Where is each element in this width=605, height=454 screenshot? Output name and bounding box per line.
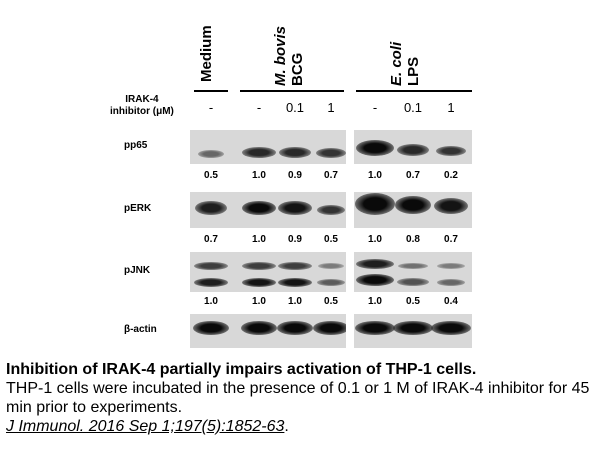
blot-panel — [354, 130, 472, 164]
blot-band — [278, 201, 312, 215]
inhibitor-label: IRAK-4 inhibitor (μM) — [110, 94, 174, 117]
band-intensity-value: 1.0 — [204, 296, 218, 307]
lane-label: - — [256, 100, 262, 115]
blot-band — [313, 321, 346, 335]
blot-band — [242, 146, 276, 158]
blot-band — [355, 321, 395, 335]
blot-panel — [190, 314, 346, 348]
band-intensity-value: 1.0 — [252, 234, 266, 245]
band-intensity-value: 0.5 — [324, 296, 338, 307]
blot-band — [356, 140, 394, 156]
lane-label: 0.1 — [403, 100, 423, 115]
blot-band — [278, 262, 312, 270]
lane-label: - — [372, 100, 378, 115]
blot-band — [397, 144, 429, 156]
band-intensity-value: 0.7 — [444, 234, 458, 245]
lps-underline — [356, 90, 472, 92]
blot-band — [437, 278, 465, 286]
medium-underline — [194, 90, 228, 92]
blot-band — [317, 278, 345, 286]
band-intensity-value: 0.5 — [406, 296, 420, 307]
blot-band — [194, 277, 228, 287]
band-intensity-value: 1.0 — [288, 296, 302, 307]
blot-band — [279, 146, 311, 158]
header-lps: E. coli LPS — [388, 41, 422, 86]
blot-label: pJNK — [124, 265, 151, 276]
blot-band — [277, 321, 313, 335]
bcg-underline — [240, 90, 344, 92]
band-intensity-value: 1.0 — [368, 296, 382, 307]
band-intensity-value: 0.8 — [406, 234, 420, 245]
blot-band — [398, 263, 428, 269]
blot-panel — [190, 130, 346, 164]
blot-band — [193, 321, 229, 335]
blot-band — [242, 277, 276, 287]
blot-band — [242, 201, 276, 215]
blot-panel — [190, 252, 346, 292]
band-intensity-value: 0.9 — [288, 170, 302, 181]
blot-band — [278, 277, 312, 287]
band-intensity-value: 0.5 — [324, 234, 338, 245]
blot-band — [434, 198, 468, 214]
blot-band — [395, 196, 431, 214]
band-intensity-value: 1.0 — [252, 170, 266, 181]
blot-panel — [190, 192, 346, 228]
blot-band — [316, 148, 346, 158]
band-intensity-value: 0.7 — [324, 170, 338, 181]
lane-label: 1 — [327, 100, 335, 115]
blot-panel — [354, 192, 472, 228]
blot-band — [436, 146, 466, 156]
blot-band — [356, 259, 394, 269]
header-bcg: M. bovis BCG — [272, 25, 306, 86]
figure-caption: Inhibition of IRAK-4 partially impairs a… — [6, 360, 604, 436]
caption-citation: J Immunol. 2016 Sep 1;197(5):1852-63. — [6, 418, 289, 435]
blot-band — [431, 321, 471, 335]
band-intensity-value: 1.0 — [368, 234, 382, 245]
band-intensity-value: 0.9 — [288, 234, 302, 245]
blot-label: β-actin — [124, 324, 157, 335]
blot-band — [198, 150, 224, 158]
blot-band — [355, 193, 395, 215]
blot-label: pERK — [124, 203, 152, 214]
lane-label: 0.1 — [285, 100, 305, 115]
blot-band — [356, 274, 394, 286]
blot-panel — [354, 314, 472, 348]
citation-link[interactable]: J Immunol. 2016 Sep 1;197(5):1852-63 — [6, 418, 285, 435]
blot-band — [318, 263, 344, 269]
band-intensity-value: 0.4 — [444, 296, 458, 307]
header-medium: Medium — [198, 25, 215, 82]
band-intensity-value: 0.2 — [444, 170, 458, 181]
western-blot-figure: Medium M. bovis BCG E. coli LPS IRAK-4 inhi… — [110, 25, 472, 348]
blot-band — [393, 321, 433, 335]
blot-band — [317, 205, 345, 215]
blot-band — [242, 262, 276, 270]
band-intensity-value: 0.7 — [204, 234, 218, 245]
band-intensity-value: 1.0 — [368, 170, 382, 181]
caption-text: THP-1 cells were incubated in the presen… — [6, 380, 590, 416]
blot-label: pp65 — [124, 140, 148, 151]
blot-band — [194, 262, 228, 270]
band-intensity-value: 0.5 — [204, 170, 218, 181]
caption-title: Inhibition of IRAK-4 partially impairs a… — [6, 361, 477, 378]
blot-panel — [354, 252, 472, 292]
band-intensity-value: 0.7 — [406, 170, 420, 181]
blot-band — [397, 278, 429, 286]
blot-band — [241, 321, 277, 335]
blot-band — [195, 201, 227, 215]
lane-label: - — [208, 100, 214, 115]
blot-band — [437, 263, 465, 269]
lane-label: 1 — [447, 100, 455, 115]
band-intensity-value: 1.0 — [252, 296, 266, 307]
